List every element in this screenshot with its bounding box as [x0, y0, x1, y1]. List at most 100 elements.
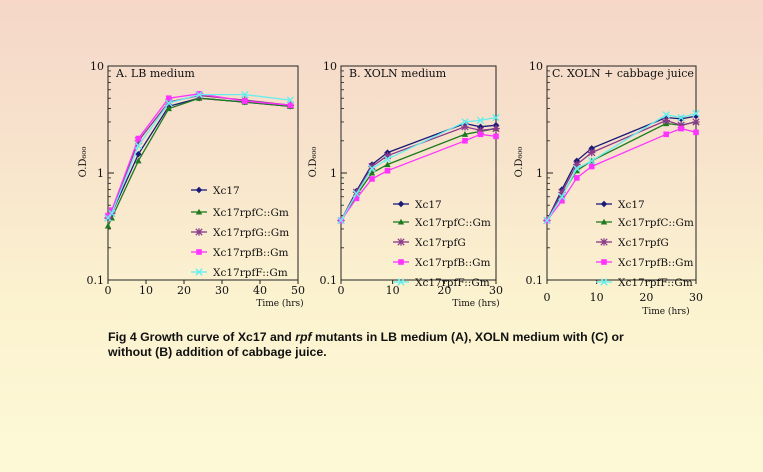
panel-1-point-xc17rpff-gm [165, 99, 173, 107]
panel-1-x-axis-label: Time (hrs) [256, 298, 303, 309]
panel-2-legend-label: Xc17rpfG [415, 237, 466, 249]
panel-3-point-xc17rpfb-gm [678, 125, 684, 132]
panel-2-point-xc17rpff-gm [461, 118, 469, 126]
panel-3-y-axis-label: O.D₆₀₀ [514, 147, 525, 178]
panel-1-point-xc17rpff-gm [195, 90, 203, 99]
panel-1-legend: Xc17Xc17rpfC::GmXc17rpfG::GmXc17rpfB::Gm… [191, 185, 289, 279]
panel-3-x-tick-label: 20 [639, 291, 653, 304]
panel-3-legend-marker [600, 218, 608, 225]
panel-1-legend-label: Xc17rpfF::Gm [213, 267, 288, 279]
panel-2-x-tick-label: 20 [437, 284, 451, 297]
caption-text-end: mutants in LB medium (A), XOLN medium wi… [108, 330, 624, 359]
panel-2-point-xc17rpfc-gm [461, 131, 469, 137]
panel-1-point-xc17rpfc-gm [104, 222, 112, 229]
panel-3-legend-marker [600, 278, 608, 286]
panel-2-y-axis-label: O.D₆₀₀ [308, 147, 319, 178]
panel-3-x-axis-label: Time (hrs) [642, 306, 689, 317]
panel-1-legend-marker [195, 228, 203, 236]
panel-3-point-xc17rpff-gm [573, 164, 581, 173]
panel-1-point-xc17rpfc-gm [108, 214, 115, 221]
panel-2-x-tick-label: 10 [386, 284, 400, 297]
panel-1-series-xc17rpff-gm [104, 90, 295, 222]
panel-2-legend-label: Xc17 [415, 199, 442, 211]
panel-1-line-xc17rpfg-gm [107, 94, 291, 219]
panel-1-point-xc17rpfb-gm [166, 95, 172, 102]
panel-1-point-xc17rpff-gm [286, 96, 295, 104]
panel-1-x-tick-label: 30 [215, 284, 229, 297]
panel-1-point-xc17rpff-gm [241, 90, 249, 99]
panel-2-series-xc17rpff-gm [337, 113, 500, 225]
panel-2-point-xc17rpfg [476, 126, 485, 135]
panel-1-point-xc17rpfb-gm [109, 207, 115, 213]
panel-1-x-tick-label: 0 [105, 284, 112, 297]
panel-3-title: C. XOLN + cabbage juice [552, 67, 694, 80]
panel-3-legend: Xc17Xc17rpfC::GmXc17rpfGXc17rpfB::GmXc17… [596, 199, 694, 289]
panel-3-point-xc17rpff-gm [543, 216, 551, 225]
panel-3-y-tick-label: 10 [529, 60, 543, 73]
panel-2-point-xc17rpfb-gm [384, 167, 391, 174]
panel-1-legend-label: Xc17rpfB::Gm [213, 247, 289, 259]
panel-3-point-xc17rpfb-gm [559, 197, 565, 204]
panel-1-series-xc17rpfg-gm [104, 91, 295, 222]
panel-1-legend-marker [195, 268, 203, 276]
panel-3-legend-label: Xc17 [618, 199, 645, 211]
panel-2-point-xc17rpff-gm [492, 113, 500, 122]
panel-1-point-xc17rpfb-gm [287, 102, 294, 109]
panel-3-legend-label: Xc17rpfB::Gm [618, 257, 694, 269]
panel-1-y-tick-label: 0.1 [87, 274, 105, 287]
panel-1-point-xc17rpfc-gm [135, 157, 142, 164]
panel-3-point-xc17rpfg [588, 148, 596, 157]
panel-1-point-xc17rpfb-gm [105, 212, 111, 219]
panel-3-point-xc17rpfg [662, 116, 670, 125]
panel-3-point-xc17rpfg [692, 118, 700, 126]
panel-2-point-xc17rpfg [368, 162, 376, 171]
panel-2-point-xc17rpfg [383, 152, 392, 160]
panel-2-legend-marker [397, 238, 405, 246]
panel-3-point-xc17 [588, 145, 595, 152]
panel-2-point-xc17rpfg [461, 123, 469, 131]
panel-3-point-xc17 [573, 157, 580, 165]
panel-2-point-xc17rpff-gm [337, 216, 345, 225]
panel-1-legend-label: Xc17 [213, 185, 240, 197]
panel-3-point-xc17rpfb-gm [574, 175, 580, 181]
panel-2-series-xc17rpfb-gm [338, 131, 499, 224]
panel-2-point-xc17rpfc-gm [384, 161, 391, 168]
caption-text-start: Fig 4 Growth curve of Xc17 and [108, 330, 296, 344]
panel-3-point-xc17rpff-gm [692, 109, 700, 118]
panel-1-title: A. LB medium [115, 67, 195, 80]
panel-2-point-xc17rpfb-gm [353, 195, 360, 202]
panel-3-legend-marker [600, 238, 608, 246]
panel-3-point-xc17rpff-gm [677, 113, 685, 122]
caption-text-italic: rpf [295, 330, 312, 344]
panel-2-point-xc17rpfb-gm [369, 176, 375, 182]
panel-3-legend-label: Xc17rpfC::Gm [618, 217, 694, 229]
panel-2-point-xc17rpfb-gm [493, 133, 499, 140]
panel-3-x-tick-label: 10 [590, 291, 604, 304]
panel-3-point-xc17rpff-gm [662, 111, 670, 119]
panel-2-legend-marker [397, 218, 405, 225]
panel-3-y-tick-label: 1 [536, 167, 543, 180]
panel-1-line-xc17rpff-gm [107, 93, 291, 219]
panel-2-legend-label: Xc17rpfF::Gm [415, 277, 490, 289]
panel-3: 0.1 1 10 0 10 20 30 C. XOLN + cabbage juice Time… [514, 60, 703, 317]
panel-3-legend-marker [601, 259, 607, 265]
panel-3-point-xc17rpfg [558, 188, 566, 197]
panel-2-legend-label: Xc17rpfB::Gm [415, 257, 491, 269]
panel-2-legend: Xc17Xc17rpfC::GmXc17rpfGXc17rpfB::GmXc17… [393, 199, 491, 289]
panel-3-point-xc17rpff-gm [558, 193, 566, 201]
panel-2-point-xc17rpfb-gm [477, 131, 484, 138]
panel-1-x-tick-label: 20 [177, 284, 191, 297]
panel-3-point-xc17rpff-gm [588, 157, 596, 165]
panel-1-legend-marker [195, 186, 203, 194]
panel-3-y-tick-label: 0.1 [526, 274, 544, 287]
panel-2-x-tick-label: 0 [338, 284, 345, 297]
panel-2-point-xc17rpfc-gm [368, 169, 376, 176]
panel-2-point-xc17rpff-gm [368, 164, 376, 173]
panel-3-legend-marker [600, 200, 608, 208]
panel-1-point-xc17rpfc-gm [165, 105, 172, 112]
panel-3-point-xc17rpfb-gm [588, 163, 595, 170]
panel-2-legend-marker [397, 200, 405, 208]
panel-2-legend-label: Xc17rpfC::Gm [415, 217, 491, 229]
panel-3-series-xc17rpff-gm [543, 109, 700, 225]
panel-2-point-xc17rpff-gm [383, 155, 392, 163]
